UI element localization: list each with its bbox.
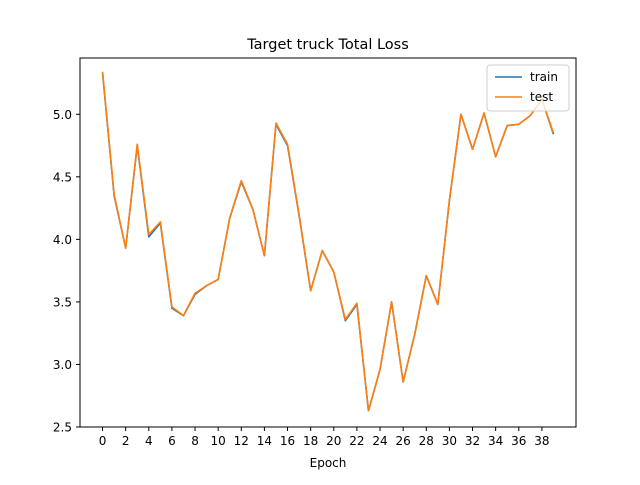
x-tick-label: 26 — [396, 434, 411, 448]
y-tick-label: 2.5 — [53, 421, 72, 435]
y-tick-label: 4.0 — [53, 233, 72, 247]
x-axis-label: Epoch — [310, 456, 347, 470]
x-tick-label: 20 — [326, 434, 341, 448]
x-tick-label: 8 — [191, 434, 199, 448]
x-tick-label: 22 — [349, 434, 364, 448]
series-line-test — [101, 71, 555, 412]
x-tick-label: 34 — [488, 434, 503, 448]
y-tick-label: 3.5 — [53, 295, 72, 309]
x-tick-label: 16 — [280, 434, 295, 448]
y-tick-label: 5.0 — [53, 108, 72, 122]
y-tick-label: 4.5 — [53, 170, 72, 184]
y-tick-label: 3.0 — [53, 358, 72, 372]
x-tick-label: 28 — [419, 434, 434, 448]
x-tick-label: 4 — [145, 434, 153, 448]
x-tick-label: 12 — [234, 434, 249, 448]
x-tick-label: 36 — [511, 434, 526, 448]
x-tick-label: 30 — [442, 434, 457, 448]
x-tick-label: 24 — [372, 434, 387, 448]
x-tick-label: 6 — [168, 434, 176, 448]
x-tick-label: 2 — [122, 434, 130, 448]
chart-title: Target truck Total Loss — [246, 37, 409, 53]
plot-frame — [79, 57, 577, 428]
x-tick-label: 10 — [211, 434, 226, 448]
y-axis: 2.5 3.0 3.5 4.0 4.5 5.0 — [53, 108, 80, 435]
legend: train test — [486, 64, 570, 112]
legend-label-train: train — [530, 70, 558, 84]
series-layer — [101, 71, 555, 412]
x-tick-label: 38 — [534, 434, 549, 448]
x-tick-label: 14 — [257, 434, 272, 448]
x-tick-label: 32 — [465, 434, 480, 448]
x-tick-label: 18 — [303, 434, 318, 448]
x-axis: 0 2 4 6 8 10 12 14 16 18 20 22 24 26 28 30 32 34 36 38 — [99, 427, 550, 448]
x-tick-label: 0 — [99, 434, 107, 448]
legend-label-test: test — [530, 90, 553, 104]
